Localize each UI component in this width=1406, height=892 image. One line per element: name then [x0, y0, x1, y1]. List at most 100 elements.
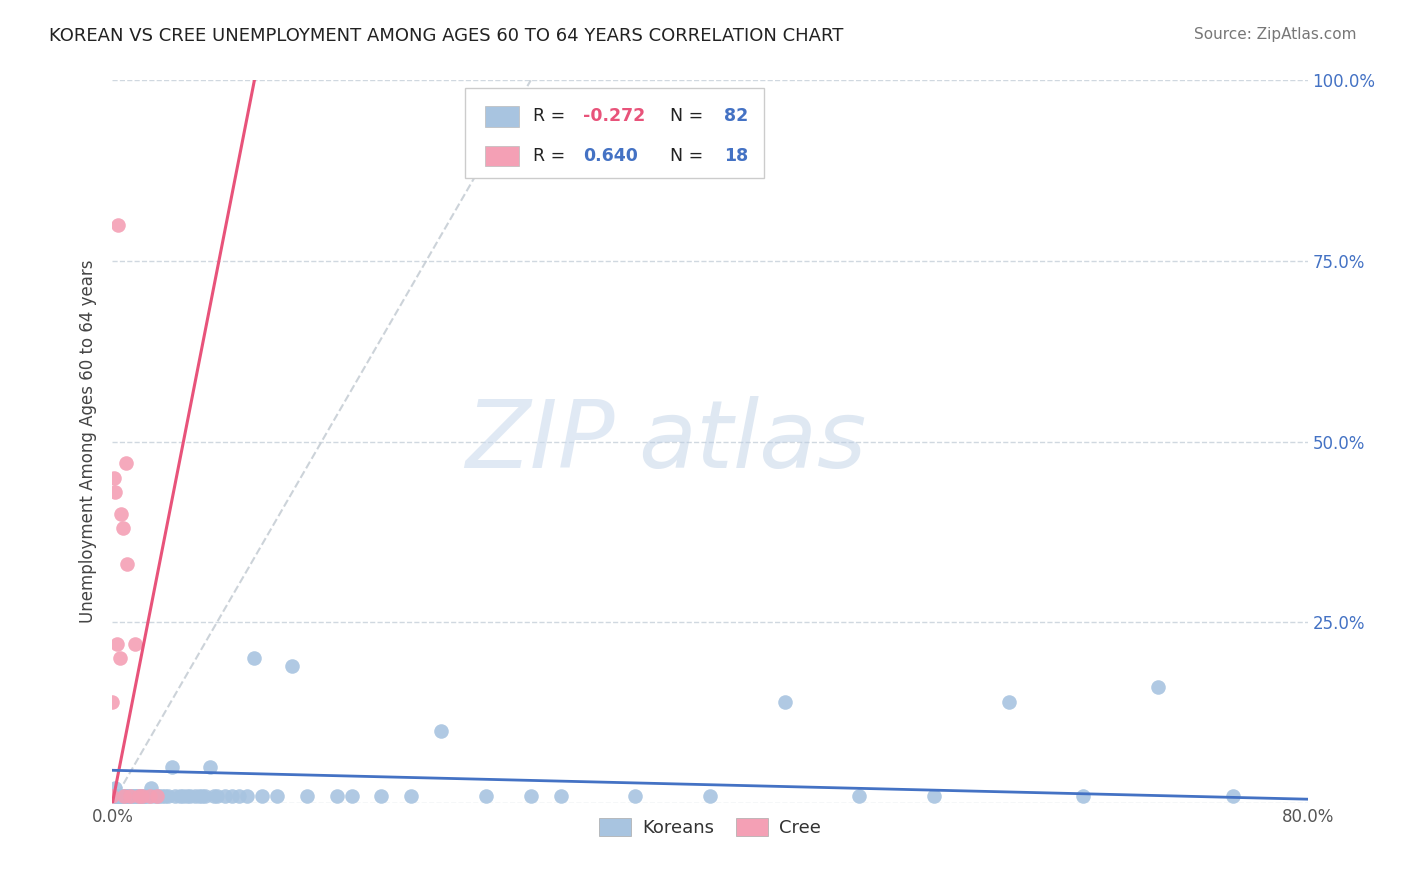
Point [266, 789, 288, 803]
FancyBboxPatch shape [485, 106, 519, 127]
Point [401, 789, 423, 803]
Point [101, 789, 124, 803]
Point [108, 789, 131, 803]
Point [128, 789, 150, 803]
Point [107, 218, 129, 232]
Point [110, 507, 132, 521]
Point [117, 789, 139, 803]
Point [115, 789, 138, 803]
Point [134, 789, 156, 803]
Point [624, 789, 647, 803]
Point [114, 789, 135, 803]
Point [101, 789, 124, 803]
Point [110, 789, 132, 803]
Point [148, 789, 170, 803]
Legend: Koreans, Cree: Koreans, Cree [592, 811, 828, 845]
Point [124, 637, 146, 651]
Point [1147, 680, 1170, 694]
Point [205, 789, 228, 803]
Point [117, 789, 139, 803]
Point [114, 789, 135, 803]
Point [124, 789, 146, 803]
Point [143, 789, 166, 803]
Point [131, 789, 153, 803]
Point [998, 695, 1021, 709]
Point [520, 789, 543, 803]
Point [120, 789, 142, 803]
Point [370, 789, 392, 803]
Point [129, 789, 152, 803]
Point [475, 789, 498, 803]
Text: ZIP: ZIP [465, 396, 614, 487]
Point [103, 470, 125, 484]
Point [105, 789, 128, 803]
Point [236, 789, 259, 803]
Point [221, 789, 243, 803]
Point [202, 789, 225, 803]
Point [115, 456, 138, 470]
Point [114, 789, 135, 803]
Point [172, 789, 194, 803]
Text: Source: ZipAtlas.com: Source: ZipAtlas.com [1194, 27, 1357, 42]
FancyBboxPatch shape [485, 146, 519, 166]
Point [153, 789, 176, 803]
Point [107, 789, 129, 803]
Text: R =: R = [533, 147, 571, 165]
Point [118, 789, 141, 803]
Text: 18: 18 [724, 147, 748, 165]
FancyBboxPatch shape [465, 87, 763, 178]
Point [281, 658, 304, 673]
Point [117, 558, 139, 572]
Y-axis label: Unemployment Among Ages 60 to 64 years: Unemployment Among Ages 60 to 64 years [79, 260, 97, 624]
Point [191, 789, 214, 803]
Point [848, 789, 870, 803]
Point [110, 789, 132, 803]
Point [103, 789, 125, 803]
Point [111, 789, 134, 803]
Point [1073, 789, 1095, 803]
Point [120, 789, 142, 803]
Point [176, 789, 198, 803]
Point [325, 789, 347, 803]
Point [179, 789, 201, 803]
Point [131, 789, 153, 803]
Point [214, 789, 236, 803]
Point [228, 789, 250, 803]
Text: -0.272: -0.272 [583, 107, 645, 126]
Text: atlas: atlas [638, 396, 866, 487]
Point [188, 789, 211, 803]
Point [198, 760, 221, 774]
Point [150, 789, 173, 803]
Point [550, 789, 572, 803]
Point [121, 789, 143, 803]
Point [101, 695, 124, 709]
Point [430, 723, 453, 738]
Point [104, 781, 127, 796]
Point [922, 789, 945, 803]
Point [165, 789, 187, 803]
Point [108, 789, 131, 803]
Point [101, 789, 124, 803]
Point [122, 789, 145, 803]
Point [105, 789, 128, 803]
Point [243, 651, 266, 665]
Point [250, 789, 273, 803]
Point [194, 789, 217, 803]
Point [146, 789, 169, 803]
Point [169, 789, 191, 803]
Point [141, 781, 163, 796]
Point [162, 760, 183, 774]
Point [125, 789, 148, 803]
Point [128, 789, 150, 803]
Point [699, 789, 721, 803]
Point [104, 485, 127, 500]
Text: 0.640: 0.640 [583, 147, 638, 165]
Point [108, 651, 131, 665]
Point [1222, 789, 1244, 803]
Point [146, 789, 169, 803]
Point [101, 789, 124, 803]
Point [111, 521, 134, 535]
Point [295, 789, 318, 803]
Point [135, 789, 157, 803]
Point [139, 789, 162, 803]
